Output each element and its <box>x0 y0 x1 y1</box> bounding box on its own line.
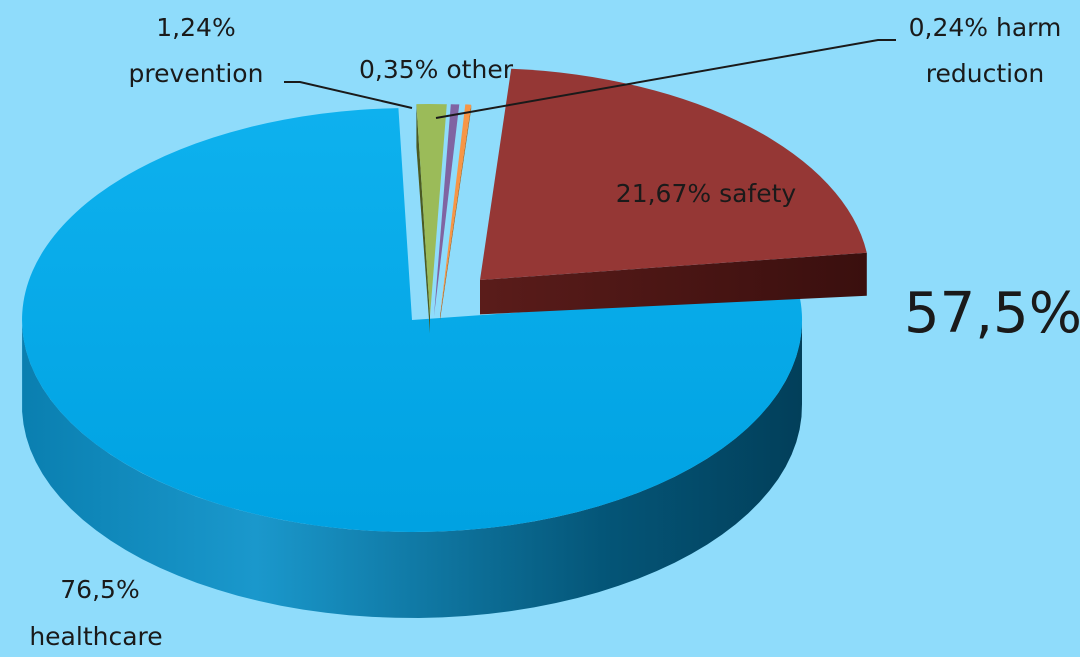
healthcare-value-label: 76,5% <box>60 575 139 604</box>
prevention-name-label: prevention <box>129 59 264 88</box>
percentage-annotation: 57,5% <box>904 281 1080 346</box>
harm-reduction-slice <box>440 104 472 317</box>
harm-reduction-name-label: reduction <box>926 59 1044 88</box>
prevention-slice-side <box>416 104 430 334</box>
safety-label: 21,67% safety <box>616 179 797 208</box>
harm-reduction-value-label: 0,24% harm <box>909 13 1062 42</box>
prevention-leader-line <box>284 81 413 109</box>
harm-reduction-leader-line <box>435 39 896 119</box>
safety-slice-side <box>480 252 867 315</box>
other-label: 0,35% other <box>359 55 514 84</box>
other-slice <box>434 104 460 316</box>
healthcare-slice <box>22 108 803 532</box>
harm-reduction-slice-side <box>440 104 472 320</box>
healthcare-slice-side <box>22 318 803 618</box>
healthcare-name-label: healthcare <box>29 622 162 651</box>
prevention-value-label: 1,24% <box>156 13 235 42</box>
prevention-slice <box>416 103 447 316</box>
safety-slice <box>480 68 867 280</box>
